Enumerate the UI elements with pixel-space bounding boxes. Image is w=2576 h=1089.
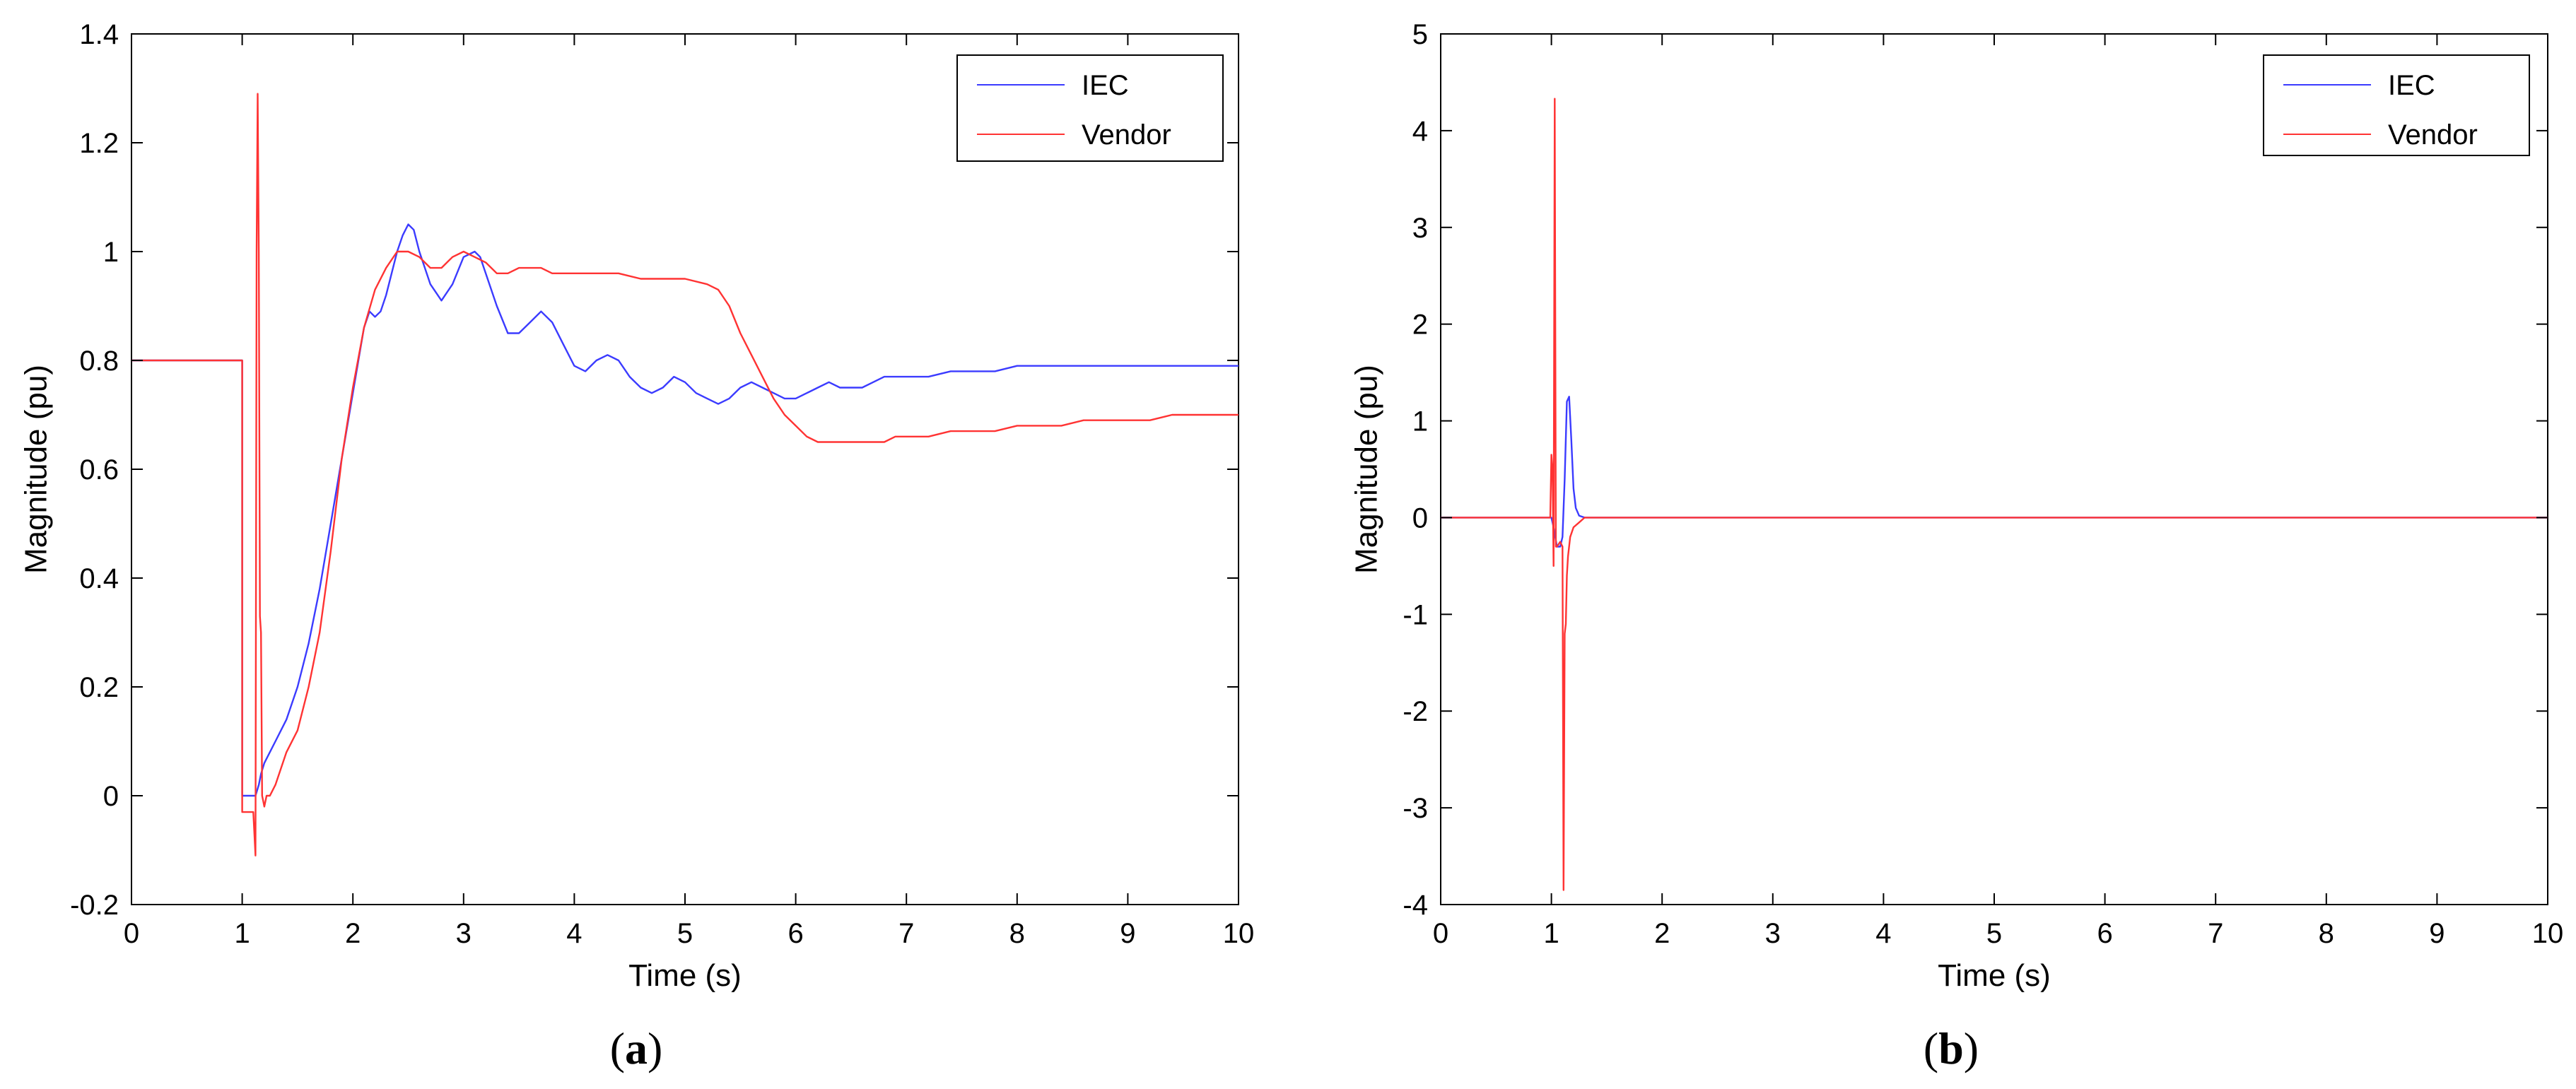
panel-label-a: (a) xyxy=(610,1023,663,1073)
series-layer-b xyxy=(1441,98,2548,891)
legend-b: IEC Vendor xyxy=(2263,54,2530,156)
y-tick-label: 2 xyxy=(1412,310,1428,341)
y-tick-label: 1.2 xyxy=(79,128,119,159)
x-tick-label: 0 xyxy=(124,918,139,949)
x-tick-label: 8 xyxy=(1009,918,1025,949)
y-tick-label: 1 xyxy=(1412,406,1428,437)
legend-label-iec-a: IEC xyxy=(1082,70,1129,101)
x-axis-label-a: Time (s) xyxy=(628,958,742,993)
x-tick-label: 7 xyxy=(2208,918,2223,949)
y-tick-label: -0.2 xyxy=(70,890,119,921)
ticks-layer-b: 0 1 2 3 4 5 6 7 8 9 10 -4 -3 -2 -1 0 1 2 3 4 5 xyxy=(1403,19,2563,949)
x-tick-label: 5 xyxy=(677,918,693,949)
y-tick-label: 0.4 xyxy=(79,563,119,594)
panel-a: 0 1 2 3 4 5 6 7 8 9 10-0.200.20.40.60.811.21.4 Tim… xyxy=(18,19,1254,1073)
x-tick-label: 10 xyxy=(2532,918,2564,949)
y-tick-label: 4 xyxy=(1412,116,1428,147)
x-tick-label: 6 xyxy=(788,918,803,949)
x-tick-label: 4 xyxy=(1875,918,1891,949)
y-tick-label: 0.2 xyxy=(79,672,119,703)
x-axis-label-b: Time (s) xyxy=(1938,958,2051,993)
x-tick-label: 9 xyxy=(1120,918,1135,949)
x-tick-label: 9 xyxy=(2429,918,2445,949)
y-tick-label: 0.6 xyxy=(79,454,119,485)
series-line-vendor-a xyxy=(131,93,1239,857)
x-tick-label: 3 xyxy=(1765,918,1781,949)
x-tick-label: 8 xyxy=(2319,918,2334,949)
plot-area-a xyxy=(131,33,1239,905)
x-tick-label: 0 xyxy=(1433,918,1448,949)
legend-label-iec-b: IEC xyxy=(2388,70,2435,101)
panel-label-letter-b: b xyxy=(1938,1023,1964,1073)
panel-b: 0 1 2 3 4 5 6 7 8 9 10 -4 -3 -2 -1 0 1 2 3 4 5 Time (s) Magn… xyxy=(1349,19,2563,1073)
x-tick-label: 5 xyxy=(1986,918,2002,949)
x-tick-label: 4 xyxy=(566,918,582,949)
y-tick-label: 1 xyxy=(103,237,119,268)
x-tick-label: 3 xyxy=(456,918,472,949)
y-tick-label: 0.8 xyxy=(79,346,119,377)
x-tick-label: 2 xyxy=(1654,918,1670,949)
y-tick-label: 1.4 xyxy=(79,19,119,50)
x-tick-label: 1 xyxy=(234,918,250,949)
y-tick-label: -4 xyxy=(1403,890,1428,921)
legend-a: IEC Vendor xyxy=(956,54,1224,162)
x-tick-label: 2 xyxy=(345,918,361,949)
y-axis-label-b: Magnitude (pu) xyxy=(1349,365,1383,574)
y-tick-label: 3 xyxy=(1412,213,1428,244)
legend-box-a xyxy=(956,54,1224,162)
y-tick-label: -3 xyxy=(1403,793,1428,824)
panel-label-b: (b) xyxy=(1924,1023,1979,1073)
y-tick-label: 0 xyxy=(1412,502,1428,534)
y-axis-label-a: Magnitude (pu) xyxy=(18,365,53,574)
y-tick-label: -1 xyxy=(1403,599,1428,630)
y-tick-label: 5 xyxy=(1412,19,1428,50)
x-tick-label: 6 xyxy=(2097,918,2112,949)
series-layer-a xyxy=(131,93,1239,857)
y-tick-label: -2 xyxy=(1403,696,1428,727)
panel-label-letter-a: a xyxy=(625,1023,648,1073)
series-line-vendor-b xyxy=(1441,98,2548,891)
x-tick-label: 10 xyxy=(1223,918,1255,949)
x-tick-label: 1 xyxy=(1543,918,1559,949)
x-tick-label: 7 xyxy=(898,918,914,949)
legend-label-vendor-b: Vendor xyxy=(2388,119,2478,151)
y-tick-label: 0 xyxy=(103,781,119,812)
ticks-layer-a: 0 1 2 3 4 5 6 7 8 9 10-0.200.20.40.60.811.21.4 xyxy=(70,19,1254,949)
plot-area-b xyxy=(1440,33,2548,905)
legend-box-b xyxy=(2263,54,2530,156)
series-line-iec-a xyxy=(131,223,1239,797)
legend-label-vendor-a: Vendor xyxy=(1082,119,1171,151)
